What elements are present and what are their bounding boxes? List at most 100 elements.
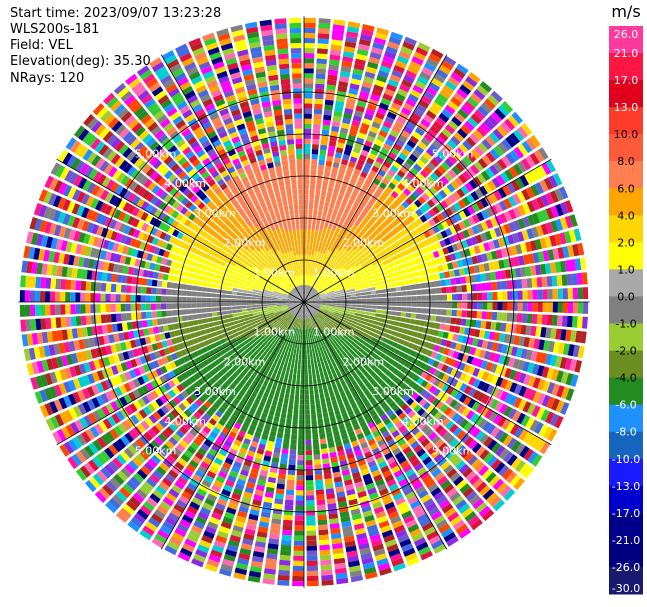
range-gate [475, 430, 485, 441]
range-gate [342, 263, 349, 269]
range-gate [367, 487, 377, 495]
range-gate [306, 535, 317, 541]
range-gate [400, 403, 409, 412]
range-gate [278, 337, 283, 343]
range-gate [305, 455, 313, 461]
range-gate [441, 60, 454, 71]
range-gate [393, 562, 406, 572]
range-gate [437, 475, 448, 486]
range-gate [328, 288, 334, 292]
range-gate [552, 288, 558, 300]
range-gate [235, 434, 244, 442]
range-gate [405, 519, 417, 529]
range-gate [352, 115, 362, 123]
range-gate [126, 321, 133, 330]
range-gate [309, 389, 314, 395]
range-gate [300, 384, 304, 390]
range-gate [312, 289, 316, 294]
range-gate [310, 179, 316, 185]
range-gate [211, 484, 222, 493]
range-gate [187, 320, 194, 327]
range-gate [308, 323, 311, 329]
range-gate [302, 303, 304, 309]
range-gate [415, 217, 424, 226]
range-gate [228, 539, 240, 548]
range-gate [305, 297, 310, 301]
range-gate [270, 404, 277, 411]
range-gate [301, 303, 304, 309]
range-gate [300, 334, 303, 340]
range-gate [116, 323, 123, 332]
range-gate [341, 329, 347, 335]
range-gate [277, 370, 282, 376]
range-gate [297, 323, 300, 329]
range-gate [283, 438, 290, 445]
range-gate [436, 68, 449, 79]
range-gate [309, 348, 313, 355]
range-gate [393, 276, 400, 282]
range-gate [281, 539, 292, 546]
range-gate [530, 350, 538, 362]
range-gate [248, 513, 259, 521]
range-gate [395, 253, 403, 260]
range-gate [483, 330, 491, 340]
range-gate [349, 241, 356, 248]
range-gate [504, 169, 514, 181]
range-gate [354, 344, 361, 350]
range-gate [285, 356, 290, 363]
range-gate [305, 299, 311, 302]
range-gate [540, 194, 550, 207]
range-gate [304, 289, 306, 295]
range-gate [289, 326, 293, 332]
range-gate [403, 385, 412, 394]
range-gate [216, 307, 222, 312]
range-gate [306, 575, 319, 582]
range-gate [388, 380, 396, 388]
range-gate [398, 412, 407, 420]
range-gate [361, 557, 374, 565]
range-gate [404, 36, 417, 46]
range-gate [443, 464, 454, 475]
range-gate [400, 263, 407, 270]
range-gate [449, 399, 458, 409]
range-gate [378, 345, 385, 352]
range-gate [271, 384, 277, 391]
range-gate [356, 137, 365, 145]
range-gate [264, 352, 270, 359]
range-gate [440, 175, 450, 186]
range-gate [448, 194, 457, 204]
range-gate [253, 414, 260, 422]
range-gate [515, 267, 522, 278]
range-gate [359, 463, 368, 472]
range-gate [350, 333, 357, 339]
range-gate [461, 239, 469, 249]
range-gate [298, 313, 301, 319]
range-gate [317, 330, 321, 336]
range-gate [334, 322, 340, 327]
range-gate [409, 167, 419, 176]
range-gate [489, 475, 501, 487]
range-gate [292, 373, 297, 380]
range-gate [315, 368, 320, 374]
range-gate [320, 269, 324, 275]
range-gate [372, 324, 378, 329]
range-gate [271, 400, 278, 407]
range-gate [327, 369, 332, 376]
range-gate [318, 423, 324, 430]
range-gate [310, 239, 314, 246]
range-gate [321, 402, 327, 409]
range-gate [514, 460, 526, 473]
range-gate [551, 383, 560, 396]
range-gate [399, 460, 410, 469]
range-gate [510, 245, 518, 256]
range-gate [340, 295, 346, 298]
range-gate [520, 415, 531, 427]
range-gate [314, 314, 319, 320]
range-gate [329, 258, 335, 264]
range-gate [419, 205, 427, 214]
range-gate [550, 328, 557, 340]
range-gate [446, 294, 453, 301]
range-gate [332, 372, 338, 379]
range-gate [570, 330, 577, 343]
range-gate [577, 287, 584, 300]
